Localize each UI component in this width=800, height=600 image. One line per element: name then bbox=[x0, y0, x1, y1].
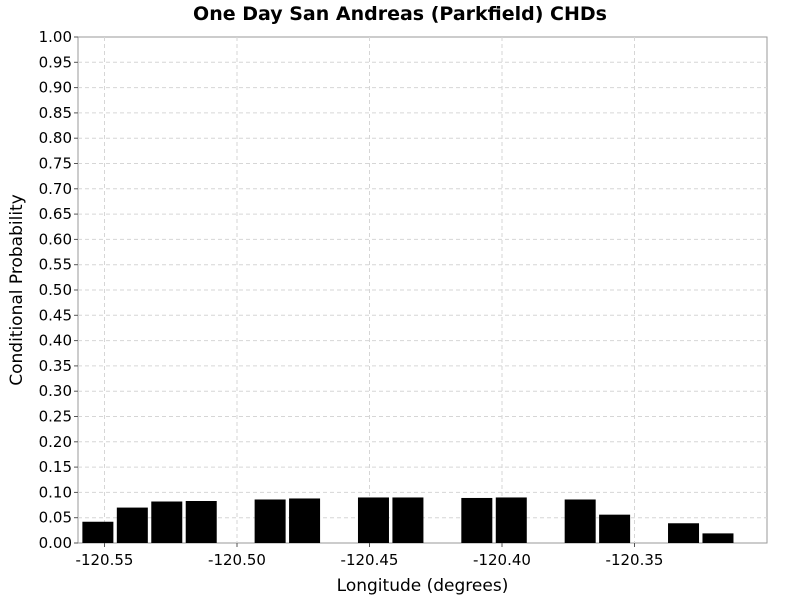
y-tick-label: 0.60 bbox=[39, 230, 72, 248]
y-tick-label: 0.20 bbox=[39, 433, 72, 451]
y-tick-label: 0.00 bbox=[39, 534, 72, 552]
bar bbox=[151, 501, 183, 543]
bar bbox=[116, 507, 148, 543]
y-tick-label: 0.45 bbox=[39, 306, 72, 324]
y-tick-label: 0.90 bbox=[39, 79, 72, 97]
bar bbox=[254, 499, 286, 543]
y-axis-title: Conditional Probability bbox=[7, 194, 27, 386]
bars bbox=[82, 497, 734, 543]
x-tick-label: -120.55 bbox=[76, 551, 134, 569]
y-tick-label: 0.40 bbox=[39, 332, 72, 350]
x-axis-ticks: -120.55 -120.50 -120.45 -120.40 -120.35 bbox=[76, 543, 664, 569]
bar bbox=[289, 498, 321, 543]
x-tick-label: -120.35 bbox=[606, 551, 664, 569]
bar bbox=[392, 497, 424, 543]
bar bbox=[702, 533, 734, 543]
y-tick-label: 0.15 bbox=[39, 458, 72, 476]
y-tick-label: 0.05 bbox=[39, 509, 72, 527]
bar bbox=[564, 499, 596, 543]
chart-title: One Day San Andreas (Parkfield) CHDs bbox=[193, 3, 607, 25]
y-tick-label: 0.75 bbox=[39, 155, 72, 173]
y-tick-label: 1.00 bbox=[39, 28, 72, 46]
x-tick-label: -120.45 bbox=[341, 551, 399, 569]
bar bbox=[185, 501, 217, 543]
y-tick-label: 0.35 bbox=[39, 357, 72, 375]
x-tick-label: -120.50 bbox=[208, 551, 266, 569]
y-tick-label: 0.55 bbox=[39, 256, 72, 274]
x-tick-label: -120.40 bbox=[473, 551, 531, 569]
y-tick-label: 0.25 bbox=[39, 408, 72, 426]
bar bbox=[668, 523, 700, 543]
y-tick-label: 0.30 bbox=[39, 382, 72, 400]
bar bbox=[357, 497, 389, 543]
y-tick-label: 0.80 bbox=[39, 129, 72, 147]
y-tick-label: 0.50 bbox=[39, 281, 72, 299]
y-tick-label: 0.95 bbox=[39, 53, 72, 71]
y-tick-label: 0.70 bbox=[39, 180, 72, 198]
y-axis-ticks: 0.00 0.05 0.10 0.15 0.20 0.25 0.30 0.35 0.40 0.45… bbox=[39, 28, 78, 552]
bar bbox=[495, 497, 527, 543]
y-tick-label: 0.85 bbox=[39, 104, 72, 122]
bar bbox=[461, 497, 493, 543]
y-tick-label: 0.65 bbox=[39, 205, 72, 223]
bar bbox=[599, 514, 631, 543]
grid-lines bbox=[78, 37, 767, 543]
x-axis-title: Longitude (degrees) bbox=[337, 576, 509, 596]
bar bbox=[82, 521, 114, 543]
y-tick-label: 0.10 bbox=[39, 483, 72, 501]
